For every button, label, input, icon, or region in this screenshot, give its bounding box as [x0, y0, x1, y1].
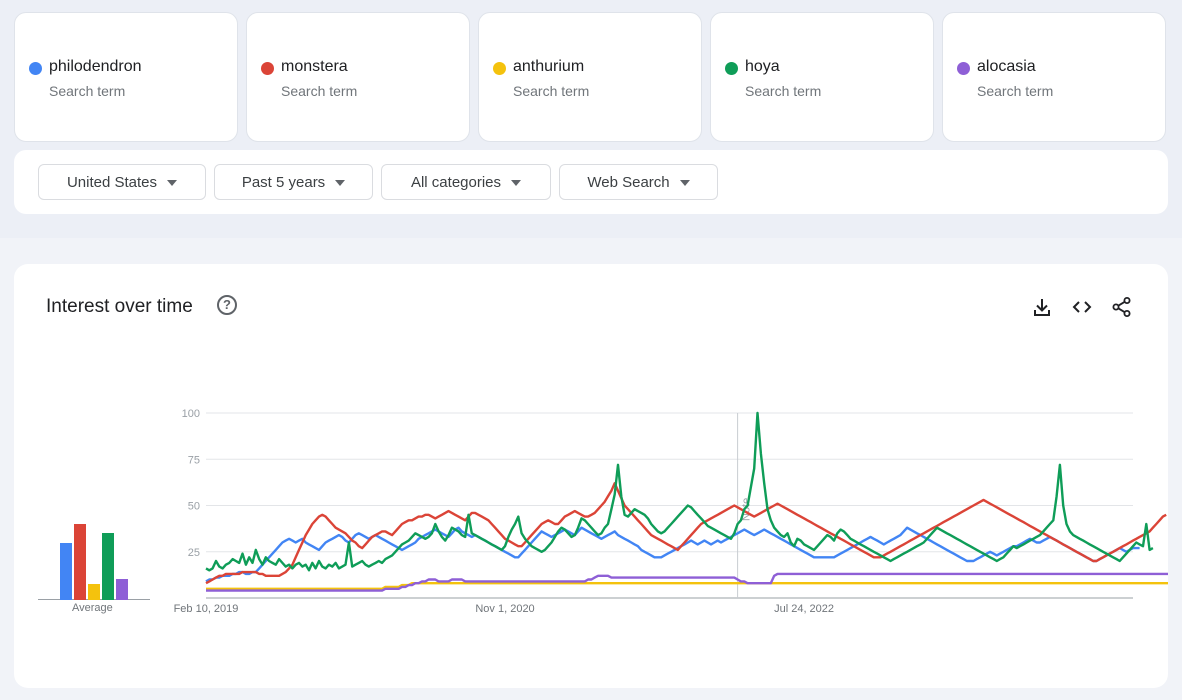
term-name: philodendron	[49, 58, 142, 75]
term-card-philodendron[interactable]: philodendron Search term	[14, 12, 238, 142]
y-tick-label: 100	[182, 408, 200, 420]
term-subtitle: Search term	[977, 83, 1054, 99]
average-bar-chart	[38, 514, 152, 600]
term-name: anthurium	[513, 58, 585, 75]
term-subtitle: Search term	[513, 83, 590, 99]
average-bar-monstera	[74, 524, 86, 600]
term-subtitle: Search term	[745, 83, 822, 99]
x-tick-label: Nov 1, 2020	[475, 603, 534, 615]
term-card-alocasia[interactable]: alocasia Search term	[942, 12, 1166, 142]
term-color-dot	[29, 62, 42, 75]
term-subtitle: Search term	[49, 83, 126, 99]
term-color-dot	[725, 62, 738, 75]
term-name: alocasia	[977, 58, 1036, 75]
y-tick-label: 75	[188, 454, 200, 466]
download-icon[interactable]	[1031, 296, 1053, 318]
card-title: Interest over time	[46, 296, 193, 317]
term-name: monstera	[281, 58, 348, 75]
average-bar-hoya	[102, 533, 114, 600]
search-type-dropdown-label: Web Search	[587, 173, 670, 191]
y-tick-label: 25	[188, 547, 200, 559]
search-type-dropdown[interactable]: Web Search	[559, 164, 718, 200]
interest-over-time-card: Interest over time ? Average 25 50 75 100 No…	[14, 264, 1168, 688]
time-range-dropdown[interactable]: Past 5 years	[214, 164, 373, 200]
series-line-alocasia	[206, 572, 1168, 592]
term-card-monstera[interactable]: monstera Search term	[246, 12, 470, 142]
term-subtitle: Search term	[281, 83, 358, 99]
region-dropdown-label: United States	[66, 173, 158, 191]
term-card-hoya[interactable]: hoya Search term	[710, 12, 934, 142]
caret-down-icon	[335, 179, 346, 186]
share-icon[interactable]	[1111, 296, 1133, 318]
average-bar-anthurium	[88, 583, 100, 600]
search-terms-row: philodendron Search term monstera Search…	[14, 12, 1168, 142]
term-color-dot	[957, 62, 970, 75]
average-label: Average	[72, 602, 113, 614]
caret-down-icon	[167, 179, 178, 186]
series-line-anthurium	[206, 582, 1168, 590]
term-color-dot	[493, 62, 506, 75]
caret-down-icon	[511, 179, 522, 186]
category-dropdown-label: All categories	[410, 173, 502, 191]
average-bar-philodendron	[60, 542, 72, 600]
term-name: hoya	[745, 58, 780, 75]
caret-down-icon	[679, 179, 690, 186]
embed-icon[interactable]	[1071, 296, 1093, 318]
help-icon[interactable]: ?	[217, 295, 237, 315]
category-dropdown[interactable]: All categories	[381, 164, 551, 200]
term-color-dot	[261, 62, 274, 75]
series-line-hoya	[205, 411, 1154, 572]
series-line-monstera	[205, 482, 1167, 585]
term-card-anthurium[interactable]: anthurium Search term	[478, 12, 702, 142]
x-tick-label: Feb 10, 2019	[174, 603, 239, 615]
y-tick-label: 50	[188, 501, 200, 513]
x-tick-label: Jul 24, 2022	[774, 603, 834, 615]
filter-bar: United States Past 5 years All categorie…	[14, 150, 1168, 214]
average-bar-alocasia	[116, 579, 128, 600]
time-range-dropdown-label: Past 5 years	[241, 173, 326, 191]
region-dropdown[interactable]: United States	[38, 164, 206, 200]
